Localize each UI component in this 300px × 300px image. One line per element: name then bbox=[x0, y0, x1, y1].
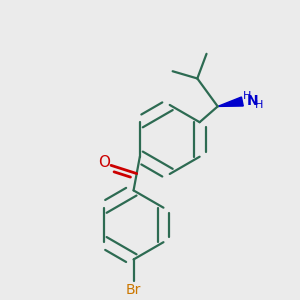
Text: O: O bbox=[98, 155, 110, 170]
Text: Br: Br bbox=[126, 283, 141, 297]
Text: H: H bbox=[255, 100, 264, 110]
Polygon shape bbox=[218, 97, 243, 106]
Text: H: H bbox=[243, 91, 251, 100]
Text: N: N bbox=[246, 94, 258, 109]
